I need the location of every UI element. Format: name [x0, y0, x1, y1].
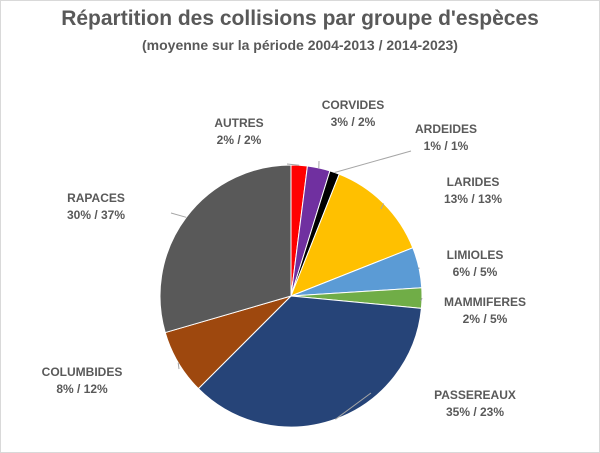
leader-line-mammiferes [420, 297, 423, 302]
leader-line-larides [380, 203, 385, 210]
slice-name-ardeides: ARDEIDES [415, 122, 477, 136]
slice-value-larides: 13% / 13% [444, 192, 502, 206]
slice-value-autres: 2% / 2% [217, 133, 262, 147]
slice-value-mammiferes: 2% / 5% [463, 312, 508, 326]
chart-subtitle: (moyenne sur la période 2004-2013 / 2014… [142, 37, 458, 53]
slice-value-columbides: 8% / 12% [56, 382, 108, 396]
leader-line-passereaux [335, 392, 372, 420]
slice-name-corvides: CORVIDES [322, 98, 384, 112]
slice-name-columbides: COLUMBIDES [42, 365, 123, 379]
slice-name-larides: LARIDES [447, 175, 500, 189]
slice-value-passereaux: 35% / 23% [446, 405, 504, 419]
leader-line-autres [286, 163, 300, 166]
slice-name-autres: AUTRES [214, 116, 263, 130]
slice-value-corvides: 3% / 2% [331, 115, 376, 129]
slice-value-rapaces: 30% / 37% [67, 208, 125, 222]
slice-name-rapaces: RAPACES [67, 191, 125, 205]
slice-name-limioles: LIMIOLES [447, 248, 504, 262]
chart-title: Répartition des collisions par groupe d'… [61, 7, 539, 30]
pie-slice-rapaces [159, 164, 292, 334]
slice-name-mammiferes: MAMMIFERES [444, 295, 526, 309]
slice-name-passereaux: PASSEREAUX [434, 388, 516, 402]
leader-line-columbides [177, 362, 180, 370]
pie-slice-larides [290, 173, 414, 297]
slice-value-ardeides: 1% / 1% [424, 139, 469, 153]
leader-line-rapaces [170, 212, 187, 218]
leader-line-ardeides [334, 150, 412, 173]
slice-value-limioles: 6% / 5% [453, 265, 498, 279]
